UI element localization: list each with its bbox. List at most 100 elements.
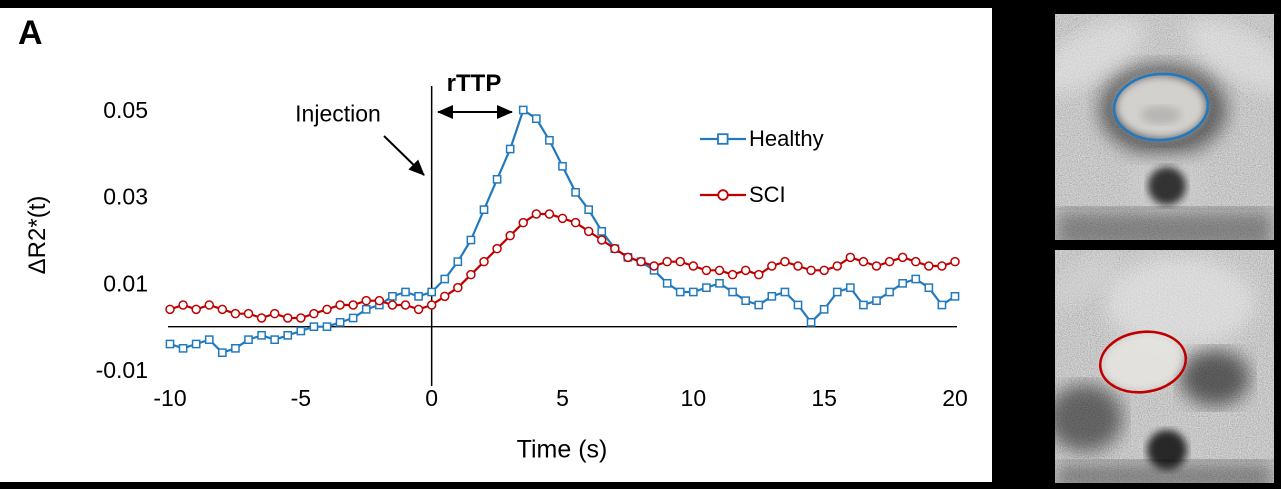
x-tick-label: 0 [425,385,438,411]
healthy-marker [401,287,410,297]
sci-marker [296,313,306,323]
sci-marker [204,300,214,310]
sci-marker [492,243,502,254]
legend: Healthy SCI [700,126,824,208]
mri-healthy-image [1055,14,1274,240]
legend-label-healthy: Healthy [749,126,824,151]
x-tick-label: -5 [291,385,311,411]
healthy-marker [296,326,306,336]
sci-marker [374,295,385,306]
sci-marker [544,209,555,219]
sci-marker [165,304,175,315]
sci-marker [884,256,895,267]
sci-marker [806,265,816,276]
sci-marker [583,226,594,237]
healthy-marker [872,296,881,306]
sci-marker [636,256,646,267]
sci-marker [283,313,293,323]
sci-marker [688,261,699,271]
x-tick-label: -10 [153,385,186,411]
sci-marker [413,304,424,315]
injection-arrow [383,135,425,176]
sci-marker [217,304,228,315]
healthy-marker [780,287,790,297]
healthy-marker [845,283,855,293]
healthy-marker [885,287,894,297]
sci-marker [387,300,398,310]
healthy-marker-icon [700,133,746,145]
healthy-marker [806,317,816,327]
sci-marker [610,243,620,254]
sci-marker [754,269,764,280]
healthy-marker [584,205,594,215]
y-tick-label: -0.01 [96,357,148,383]
sci-marker [937,261,947,271]
healthy-marker [270,335,280,345]
healthy-marker [937,300,947,310]
sci-marker [479,256,489,267]
healthy-marker [911,274,921,284]
healthy-marker [453,257,463,267]
sci-marker [453,282,463,293]
sci-marker [426,300,437,310]
healthy-marker [675,287,685,297]
healthy-marker [702,283,711,293]
x-tick-label: 15 [811,385,837,411]
sci-marker [178,300,188,310]
y-axis-label: ΔR2*(t) [24,195,51,275]
healthy-marker [244,335,253,345]
healthy-marker [492,174,502,184]
healthy-marker [545,135,554,145]
rttp-annotation: rTTP [446,70,502,97]
healthy-marker [531,114,541,124]
healthy-marker [767,291,777,301]
y-tick-label: 0.03 [103,184,148,210]
y-tick-label: 0.01 [103,270,148,296]
sci-marker [701,265,712,276]
sci-marker [897,252,908,263]
healthy-marker [819,304,829,314]
sci-marker [727,269,738,280]
sci-marker [911,256,921,267]
healthy-marker [178,343,188,353]
healthy-marker [571,187,580,197]
sci-marker [780,256,790,267]
healthy-marker [859,300,868,310]
sci-marker [570,217,581,228]
healthy-marker [728,287,737,297]
sci-marker [531,209,542,219]
sci-marker [322,304,332,315]
sci-marker [740,265,751,276]
sci-marker [466,269,476,280]
healthy-marker [741,296,751,306]
healthy-marker [924,283,934,293]
injection-annotation: Injection [295,100,381,127]
sci-marker-icon [700,189,746,201]
healthy-marker [505,144,515,154]
healthy-marker [427,287,437,297]
chart: -10 -5 0 5 10 15 20 0.05 0.03 0.01 -0.01 [96,86,968,411]
legend-item-sci: SCI [700,182,824,208]
healthy-marker [518,105,528,115]
healthy-cord-outline [1112,72,1210,142]
healthy-marker [165,339,175,349]
healthy-marker [309,322,319,332]
healthy-marker [191,339,201,349]
healthy-marker [348,313,358,323]
healthy-marker [688,287,698,297]
sci-cord-outline [1098,330,1188,394]
sci-marker [714,265,725,276]
sci-marker [269,308,280,319]
sci-marker [230,308,241,319]
sci-marker [950,256,960,267]
x-tick-label: 10 [681,385,707,411]
healthy-marker [440,274,450,284]
healthy-marker [231,343,240,353]
sci-marker [256,313,267,323]
healthy-marker [558,161,567,171]
healthy-marker [388,291,397,301]
y-tick-label: 0.05 [103,97,148,123]
healthy-marker [322,322,332,332]
sci-marker [793,261,803,271]
healthy-marker [414,291,423,301]
